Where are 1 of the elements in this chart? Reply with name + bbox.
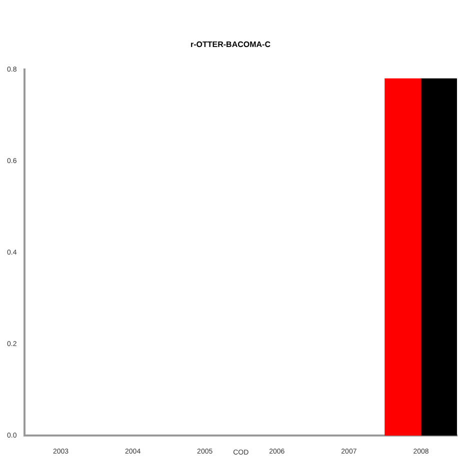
chart-title: r-OTTER-BACOMA-C — [190, 40, 271, 50]
